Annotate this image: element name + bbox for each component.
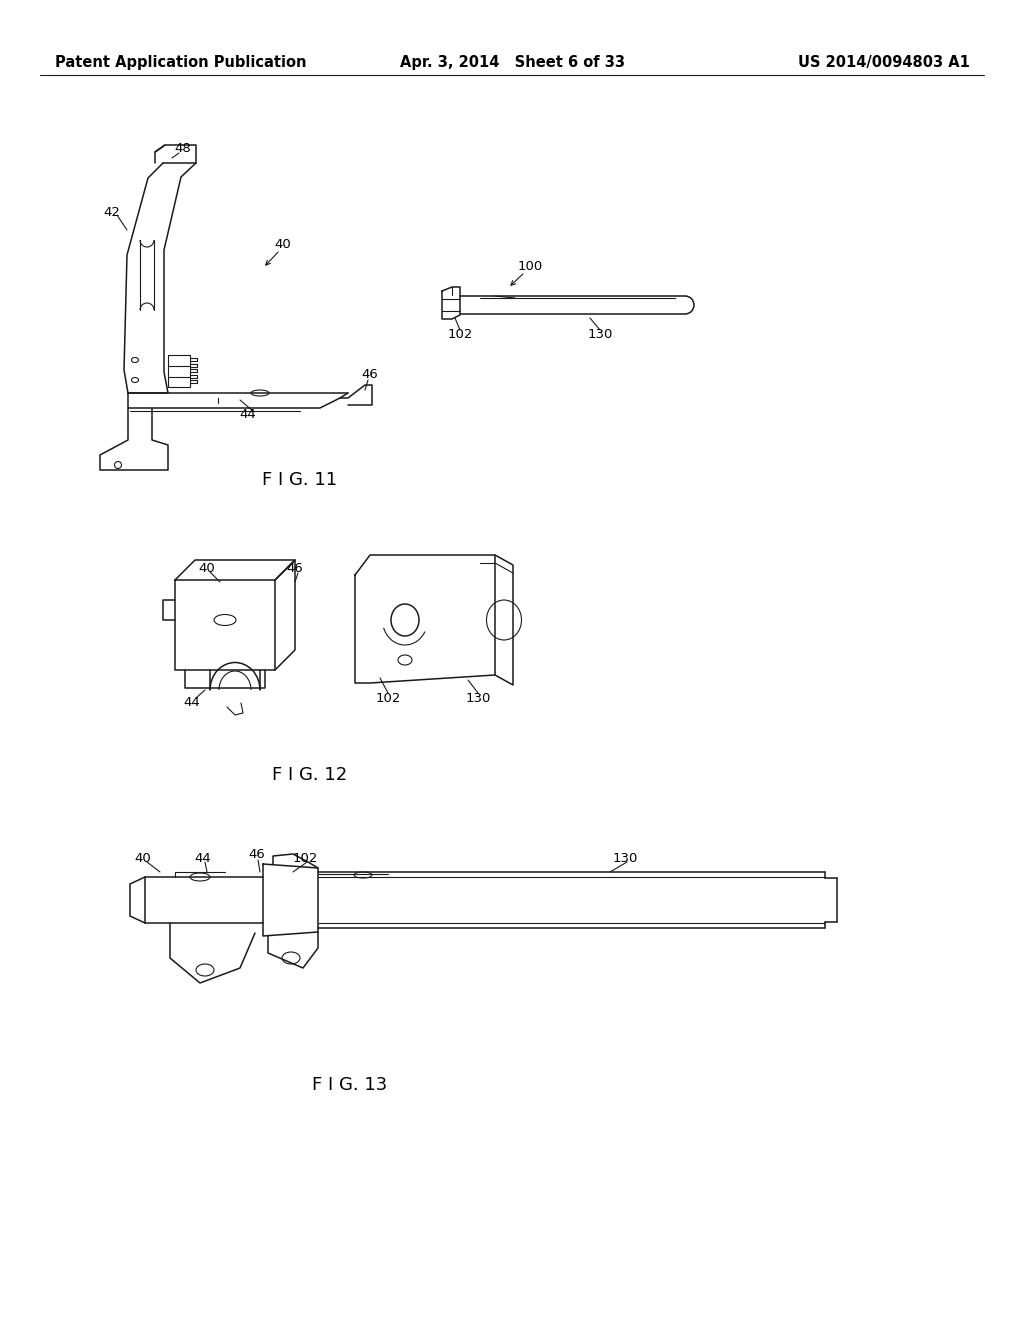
Text: 102: 102	[376, 692, 400, 705]
Text: US 2014/0094803 A1: US 2014/0094803 A1	[798, 54, 970, 70]
Text: Apr. 3, 2014   Sheet 6 of 33: Apr. 3, 2014 Sheet 6 of 33	[399, 54, 625, 70]
Text: 102: 102	[447, 329, 473, 342]
Text: F I G. 11: F I G. 11	[262, 471, 338, 488]
Text: 130: 130	[612, 851, 638, 865]
Text: 46: 46	[361, 368, 379, 381]
Text: F I G. 12: F I G. 12	[272, 766, 347, 784]
Text: 100: 100	[517, 260, 543, 273]
Text: 40: 40	[134, 851, 152, 865]
Text: Patent Application Publication: Patent Application Publication	[55, 54, 306, 70]
Text: 46: 46	[287, 561, 303, 574]
Text: 102: 102	[292, 851, 317, 865]
Text: 130: 130	[465, 692, 490, 705]
Text: 44: 44	[240, 408, 256, 421]
Text: 48: 48	[175, 141, 191, 154]
Text: 130: 130	[588, 329, 612, 342]
Text: 40: 40	[199, 561, 215, 574]
Text: 44: 44	[183, 697, 201, 710]
Text: 40: 40	[274, 239, 292, 252]
Text: 44: 44	[195, 851, 211, 865]
Text: 46: 46	[249, 849, 265, 862]
Text: F I G. 13: F I G. 13	[312, 1076, 388, 1094]
Text: 42: 42	[103, 206, 121, 219]
